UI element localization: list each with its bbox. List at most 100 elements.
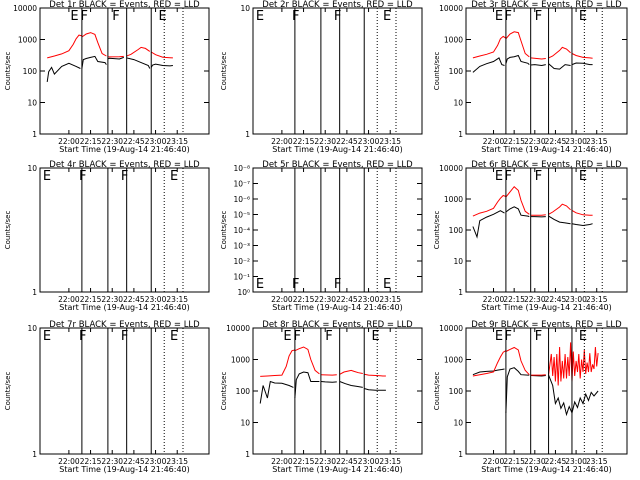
x-tick-label: 22:00 (271, 295, 293, 304)
series-lld-line (505, 346, 530, 376)
x-tick-label: 22:15 (503, 457, 525, 466)
x-tick-label: 22:45 (123, 137, 145, 146)
y-tick-label: 10 (27, 164, 37, 173)
x-axis-label: Start Time (19-Aug-14 21:46:40) (481, 465, 612, 474)
x-tick-label: 22:00 (271, 457, 293, 466)
x-tick-label: 23:00 (145, 457, 167, 466)
x-tick-label: 22:45 (336, 295, 358, 304)
marker-letter: E (256, 9, 264, 24)
marker-letter: E (579, 329, 587, 344)
marker-letter: F (79, 169, 86, 184)
marker-letter: F (334, 9, 341, 24)
series-events-line (107, 56, 124, 60)
x-tick-label: 22:30 (524, 295, 546, 304)
panel-det-3: Det 3r BLACK = Events, RED = LLD Counts/s… (433, 0, 628, 154)
y-tick-label: 1 (245, 450, 250, 459)
y-tick-label: 10⁻⁷ (233, 180, 250, 189)
series-events-line (472, 210, 505, 239)
x-tick-label: 22:15 (503, 295, 525, 304)
panel-det-7: Det 7r BLACK = Events, RED = LLD Counts/s… (4, 320, 210, 474)
y-tick-label: 10000 (226, 324, 250, 333)
y-tick-label: 10 (453, 99, 463, 108)
y-axis-label: Counts/sec (220, 52, 228, 91)
y-tick-label: 100 (449, 226, 464, 235)
series-lld-line (364, 373, 386, 377)
panel-det-4: Det 4r BLACK = Events, RED = LLD Counts/s… (4, 160, 210, 312)
x-axis-label: Start Time (19-Aug-14 21:46:40) (272, 145, 403, 154)
x-tick-label: 23:15 (586, 457, 608, 466)
y-tick-label: 10⁻⁵ (233, 211, 250, 220)
y-tick-label: 100 (449, 67, 464, 76)
x-tick-label: 22:15 (293, 457, 315, 466)
y-tick-label: 1 (32, 130, 37, 139)
marker-letter: E (158, 9, 166, 24)
y-tick-label: 10000 (13, 4, 37, 13)
marker-letter: E (70, 9, 78, 24)
y-tick-label: 10 (453, 257, 463, 266)
marker-letter: E (383, 9, 391, 24)
marker-letter: E (495, 329, 503, 344)
x-tick-label: 23:15 (379, 137, 401, 146)
series-events-line (364, 388, 386, 391)
y-tick-label: 1000 (444, 195, 463, 204)
x-tick-label: 22:00 (58, 137, 80, 146)
x-tick-label: 22:45 (545, 137, 567, 146)
x-tick-label: 22:15 (80, 457, 102, 466)
plot-title: Det 1r BLACK = Events, RED = LLD (49, 0, 200, 10)
y-tick-label: 100 (23, 67, 38, 76)
y-tick-label: 10 (453, 419, 463, 428)
x-tick-label: 22:00 (58, 457, 80, 466)
y-tick-label: 100 (449, 387, 464, 396)
y-tick-label: 1 (458, 288, 463, 297)
plot-frame (252, 327, 423, 455)
x-tick-label: 23:15 (166, 457, 188, 466)
series-lld-line (571, 53, 593, 59)
series-lld-line (505, 31, 530, 58)
series-lld-line (571, 209, 593, 216)
marker-letter: E (170, 329, 178, 344)
series-events-line (505, 206, 530, 218)
y-tick-label: 10⁻⁸ (233, 164, 250, 173)
x-tick-label: 22:00 (483, 137, 505, 146)
x-tick-label: 22:30 (101, 457, 123, 466)
marker-letter: E (170, 169, 178, 184)
series-events-line (571, 62, 593, 66)
y-tick-label: 1000 (444, 36, 463, 45)
panel-det-6: Det 6r BLACK = Events, RED = LLD Counts/s… (433, 160, 628, 312)
series-events-line (530, 64, 546, 67)
series-events-line (548, 63, 571, 70)
plot-title: Det 8r BLACK = Events, RED = LLD (262, 320, 413, 330)
series-events-line (259, 380, 294, 404)
series-lld-line (150, 51, 173, 59)
x-tick-label: 23:15 (379, 295, 401, 304)
series-events-line (548, 374, 599, 417)
marker-letter: F (505, 329, 512, 344)
x-tick-label: 22:30 (524, 457, 546, 466)
x-tick-label: 22:30 (101, 137, 123, 146)
marker-letter: E (383, 277, 391, 292)
x-tick-label: 22:45 (336, 457, 358, 466)
y-axis-label: Counts/sec (433, 211, 441, 250)
plot-title: Det 7r BLACK = Events, RED = LLD (49, 320, 200, 330)
y-tick-label: 10000 (439, 324, 463, 333)
series-events-line (46, 62, 81, 82)
y-tick-label: 10000 (439, 164, 463, 173)
plot-title: Det 5r BLACK = Events, RED = LLD (262, 160, 413, 170)
plot-title: Det 6r BLACK = Events, RED = LLD (471, 160, 622, 170)
x-axis-label: Start Time (19-Aug-14 21:46:40) (59, 303, 190, 312)
series-lld-line (260, 349, 296, 377)
x-tick-label: 22:45 (545, 295, 567, 304)
series-events-line (472, 368, 505, 376)
marker-letter: F (79, 329, 86, 344)
x-tick-label: 22:45 (123, 457, 145, 466)
marker-letter: F (325, 329, 332, 344)
x-tick-label: 23:00 (145, 137, 167, 146)
y-tick-label: 1 (458, 130, 463, 139)
x-axis-label: Start Time (19-Aug-14 21:46:40) (59, 465, 190, 474)
marker-letter: E (43, 329, 51, 344)
x-tick-label: 23:00 (358, 295, 380, 304)
marker-letter: F (535, 169, 542, 184)
series-events-line (530, 375, 546, 377)
